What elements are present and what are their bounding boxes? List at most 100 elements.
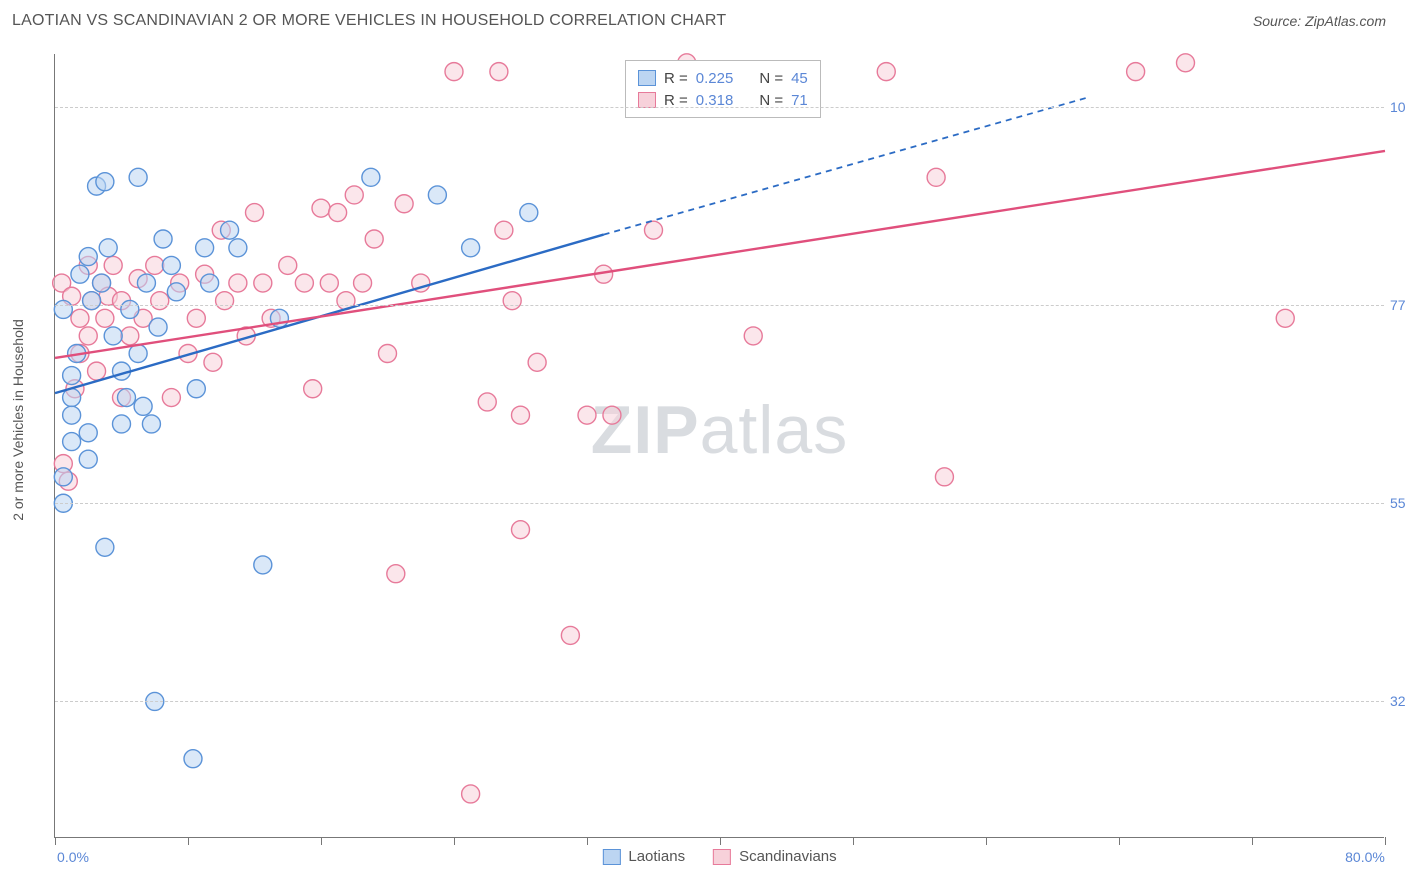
data-point <box>137 274 155 292</box>
data-point <box>162 256 180 274</box>
data-point <box>63 406 81 424</box>
data-point <box>561 626 579 644</box>
data-point <box>196 239 214 257</box>
data-point <box>71 265 89 283</box>
legend-swatch-scandinavians <box>638 92 656 108</box>
data-point <box>1127 63 1145 81</box>
gridline <box>55 305 1384 306</box>
data-point <box>445 63 463 81</box>
legend-series: Laotians Scandinavians <box>602 848 836 865</box>
data-point <box>365 230 383 248</box>
data-point <box>329 204 347 222</box>
legend-correlation: R = 0.225 N = 45 R = 0.318 N = 71 <box>625 60 821 118</box>
data-point <box>129 168 147 186</box>
data-point <box>1276 309 1294 327</box>
source-name: ZipAtlas.com <box>1305 13 1386 29</box>
data-point <box>121 327 139 345</box>
data-point <box>117 389 135 407</box>
legend-item-scandinavians: Scandinavians <box>713 848 837 865</box>
data-point <box>254 274 272 292</box>
r-value-laotians: 0.225 <box>696 70 734 87</box>
trend-line <box>55 151 1385 358</box>
data-point <box>221 221 239 239</box>
source-attribution: Source: ZipAtlas.com <box>1253 13 1386 29</box>
data-point <box>96 538 114 556</box>
data-point <box>88 362 106 380</box>
data-point <box>104 327 122 345</box>
n-label: N = <box>759 70 783 87</box>
data-point <box>528 353 546 371</box>
data-point <box>96 173 114 191</box>
data-point <box>151 292 169 310</box>
data-point <box>1177 54 1195 72</box>
data-point <box>83 292 101 310</box>
data-point <box>512 521 530 539</box>
data-point <box>79 327 97 345</box>
data-point <box>279 256 297 274</box>
data-point <box>512 406 530 424</box>
data-point <box>79 424 97 442</box>
data-point <box>503 292 521 310</box>
r-label: R = <box>664 70 688 87</box>
legend-label-laotians: Laotians <box>628 848 685 865</box>
chart-header: LAOTIAN VS SCANDINAVIAN 2 OR MORE VEHICL… <box>0 0 1406 38</box>
y-tick-label: 32.5% <box>1390 693 1406 709</box>
data-point <box>142 415 160 433</box>
data-point <box>201 274 219 292</box>
data-point <box>54 468 72 486</box>
data-point <box>387 565 405 583</box>
legend-item-laotians: Laotians <box>602 848 685 865</box>
data-point <box>79 248 97 266</box>
trend-line <box>604 98 1086 235</box>
legend-label-scandinavians: Scandinavians <box>739 848 837 865</box>
data-point <box>379 345 397 363</box>
data-point <box>520 204 538 222</box>
data-point <box>167 283 185 301</box>
data-point <box>96 309 114 327</box>
data-point <box>99 239 117 257</box>
data-point <box>134 397 152 415</box>
data-point <box>462 785 480 803</box>
data-point <box>603 406 621 424</box>
x-tick <box>1119 837 1120 845</box>
x-tick <box>1385 837 1386 845</box>
data-point <box>462 239 480 257</box>
legend-row-laotians: R = 0.225 N = 45 <box>638 67 808 89</box>
scatter-svg <box>55 54 1385 838</box>
data-point <box>246 204 264 222</box>
x-tick <box>321 837 322 845</box>
data-point <box>184 750 202 768</box>
data-point <box>645 221 663 239</box>
y-tick-label: 77.5% <box>1390 297 1406 313</box>
x-tick <box>1252 837 1253 845</box>
data-point <box>162 389 180 407</box>
data-point <box>121 300 139 318</box>
x-tick <box>55 837 56 845</box>
x-tick-label: 0.0% <box>57 849 89 865</box>
data-point <box>146 256 164 274</box>
plot-area: ZIPatlas R = 0.225 N = 45 R = 0.318 N = … <box>54 54 1384 838</box>
x-tick <box>720 837 721 845</box>
x-tick-label: 80.0% <box>1345 849 1385 865</box>
legend-swatch-laotians <box>638 70 656 86</box>
data-point <box>927 168 945 186</box>
y-tick-label: 100.0% <box>1390 99 1406 115</box>
legend-swatch-scandinavians <box>713 849 731 865</box>
data-point <box>104 256 122 274</box>
data-point <box>744 327 762 345</box>
data-point <box>216 292 234 310</box>
data-point <box>63 433 81 451</box>
n-value-laotians: 45 <box>791 70 808 87</box>
gridline <box>55 107 1384 108</box>
chart-title: LAOTIAN VS SCANDINAVIAN 2 OR MORE VEHICL… <box>12 12 726 30</box>
data-point <box>362 168 380 186</box>
x-tick <box>454 837 455 845</box>
x-tick <box>853 837 854 845</box>
x-tick <box>986 837 987 845</box>
data-point <box>93 274 111 292</box>
x-tick <box>188 837 189 845</box>
data-point <box>312 199 330 217</box>
data-point <box>54 300 72 318</box>
gridline <box>55 701 1384 702</box>
data-point <box>229 274 247 292</box>
